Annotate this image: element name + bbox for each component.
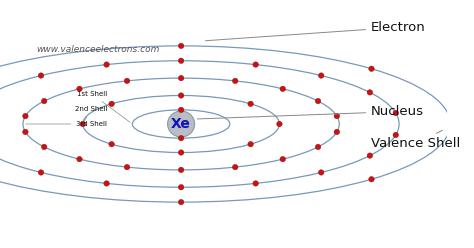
Ellipse shape — [178, 58, 184, 63]
Ellipse shape — [319, 170, 324, 175]
Ellipse shape — [77, 86, 82, 92]
Ellipse shape — [38, 170, 44, 175]
Text: 4th Shell: 4th Shell — [0, 247, 1, 248]
Ellipse shape — [23, 129, 28, 135]
Text: 3rd Shell: 3rd Shell — [26, 121, 107, 127]
Ellipse shape — [315, 144, 321, 150]
Ellipse shape — [447, 121, 453, 127]
Ellipse shape — [315, 98, 321, 104]
Ellipse shape — [367, 90, 373, 95]
Text: Nucleus: Nucleus — [198, 105, 424, 119]
Ellipse shape — [109, 101, 114, 107]
Ellipse shape — [178, 135, 184, 141]
Ellipse shape — [23, 113, 28, 119]
Ellipse shape — [253, 62, 258, 67]
Ellipse shape — [253, 181, 258, 186]
Text: 2nd Shell: 2nd Shell — [75, 106, 107, 122]
Ellipse shape — [248, 141, 254, 147]
Ellipse shape — [178, 199, 184, 205]
Ellipse shape — [41, 98, 47, 104]
Ellipse shape — [77, 156, 82, 162]
Ellipse shape — [178, 167, 184, 173]
Ellipse shape — [41, 144, 47, 150]
Ellipse shape — [232, 78, 238, 84]
Ellipse shape — [124, 164, 130, 170]
Ellipse shape — [178, 43, 184, 49]
Ellipse shape — [178, 150, 184, 155]
Ellipse shape — [104, 181, 109, 186]
Ellipse shape — [334, 129, 340, 135]
Ellipse shape — [280, 86, 285, 92]
Ellipse shape — [232, 164, 238, 170]
Text: Xe: Xe — [171, 117, 191, 131]
Ellipse shape — [178, 93, 184, 98]
Ellipse shape — [369, 66, 374, 71]
Text: 5th Shell: 5th Shell — [0, 247, 1, 248]
Ellipse shape — [124, 78, 130, 84]
Text: Valence Shell: Valence Shell — [371, 130, 460, 150]
Ellipse shape — [38, 73, 44, 78]
Ellipse shape — [369, 177, 374, 182]
Ellipse shape — [319, 73, 324, 78]
Ellipse shape — [104, 62, 109, 67]
Ellipse shape — [334, 113, 340, 119]
Text: www.valenceelectrons.com: www.valenceelectrons.com — [36, 45, 160, 54]
Ellipse shape — [80, 121, 86, 127]
Ellipse shape — [168, 111, 195, 137]
Ellipse shape — [109, 141, 114, 147]
Ellipse shape — [393, 110, 399, 116]
Ellipse shape — [178, 185, 184, 190]
Ellipse shape — [367, 153, 373, 158]
Text: 1st Shell: 1st Shell — [77, 91, 130, 122]
Ellipse shape — [178, 107, 184, 113]
Ellipse shape — [277, 121, 282, 127]
Ellipse shape — [248, 101, 254, 107]
Ellipse shape — [393, 132, 399, 138]
Ellipse shape — [178, 75, 184, 81]
Text: Electron: Electron — [205, 21, 426, 41]
Ellipse shape — [280, 156, 285, 162]
